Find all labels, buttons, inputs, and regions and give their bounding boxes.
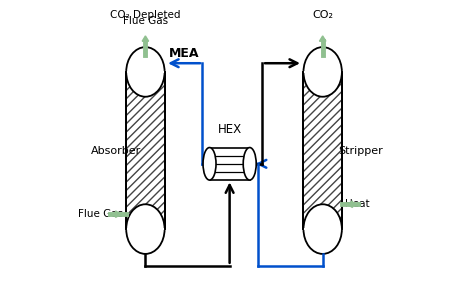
Ellipse shape xyxy=(203,147,216,180)
Ellipse shape xyxy=(303,204,342,254)
Text: HEX: HEX xyxy=(218,123,242,136)
Ellipse shape xyxy=(126,204,164,254)
Bar xyxy=(126,72,164,229)
Ellipse shape xyxy=(126,47,164,97)
Text: Absorber: Absorber xyxy=(91,145,141,156)
FancyArrow shape xyxy=(347,201,358,207)
Ellipse shape xyxy=(243,147,256,180)
Text: Stripper: Stripper xyxy=(338,145,383,156)
FancyArrow shape xyxy=(319,36,326,54)
Bar xyxy=(210,147,250,180)
Bar xyxy=(303,72,342,229)
FancyArrow shape xyxy=(142,36,149,54)
Text: CO₂: CO₂ xyxy=(312,10,333,20)
Text: Flue Gas: Flue Gas xyxy=(78,209,123,219)
FancyArrow shape xyxy=(110,211,121,217)
Text: Heat: Heat xyxy=(345,199,369,209)
Text: Flue Gas: Flue Gas xyxy=(123,16,168,26)
Ellipse shape xyxy=(303,47,342,97)
Text: MEA: MEA xyxy=(169,47,199,60)
Text: CO₂ Depleted: CO₂ Depleted xyxy=(110,10,181,20)
